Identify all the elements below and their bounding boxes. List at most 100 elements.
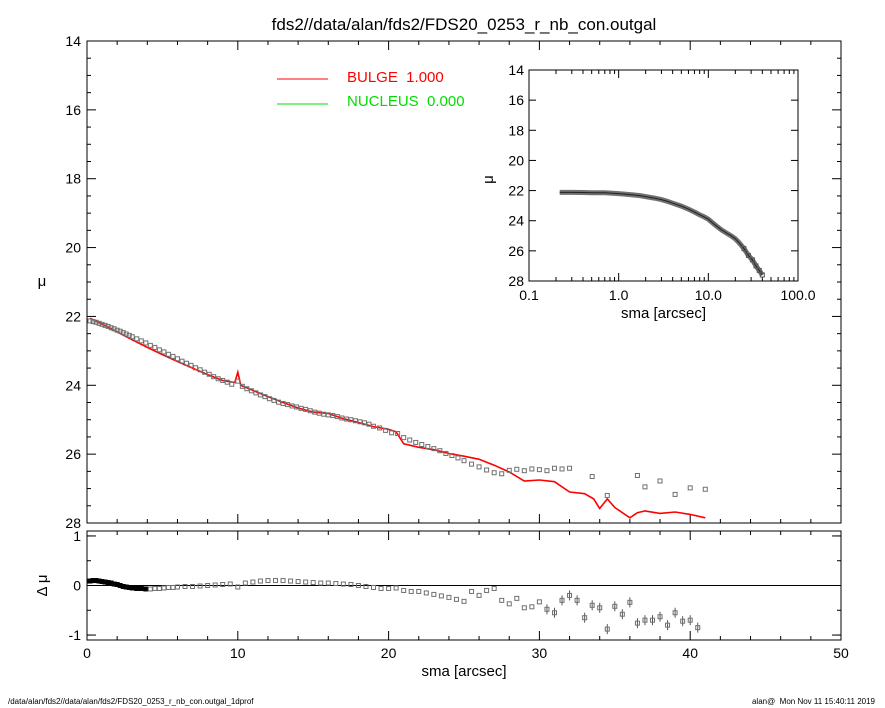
data-point (567, 465, 573, 471)
data-point (657, 478, 663, 484)
residual-point (665, 622, 671, 628)
data-point (170, 353, 176, 359)
data-point (294, 404, 300, 410)
residual-point (597, 605, 603, 611)
residual-point (265, 578, 271, 584)
residual-point (634, 620, 640, 626)
y-tick-label: 28 (508, 273, 524, 289)
residual-point (273, 578, 278, 584)
data-point (339, 415, 345, 421)
data-point (253, 390, 259, 396)
data-point (188, 362, 194, 368)
data-point (303, 406, 309, 412)
residual-point (672, 610, 678, 616)
data-point (99, 321, 105, 327)
y-tick-label: 20 (508, 152, 524, 168)
residual-point (582, 615, 588, 621)
inset-data-point (753, 263, 759, 269)
residual-point (147, 586, 153, 592)
data-point (276, 399, 282, 405)
y-tick-label: 22 (65, 308, 81, 324)
data-point (687, 485, 693, 491)
data-point (366, 421, 372, 427)
residual-point (325, 580, 331, 586)
residual-point (491, 585, 497, 591)
data-point (108, 325, 114, 331)
data-point (161, 349, 167, 355)
residual-point (484, 587, 490, 593)
residual-point (182, 583, 188, 589)
data-point (193, 365, 199, 371)
x-axis-label: sma [arcsec] (421, 663, 506, 680)
data-point (499, 471, 505, 477)
residual-point (423, 590, 429, 596)
residual-point (197, 583, 203, 589)
data-point (642, 484, 648, 490)
data-point (469, 461, 475, 467)
residual-point (514, 595, 520, 601)
residual-point (371, 584, 377, 590)
data-point (702, 486, 708, 492)
residual-point (152, 585, 158, 591)
data-point (257, 392, 263, 398)
x-tick-label: 10 (230, 645, 246, 661)
data-point (484, 467, 490, 473)
legend: BULGE 1.000 NUCLEUS 0.000 (277, 69, 465, 110)
data-point (289, 403, 295, 409)
residual-point (235, 584, 241, 590)
data-point (105, 323, 111, 329)
y-tick-label: 18 (508, 122, 524, 138)
y-tick-label: 28 (65, 515, 81, 531)
residual-point (143, 586, 149, 592)
data-point (491, 470, 497, 476)
y-axis-label: μ (480, 175, 497, 184)
residual-point (408, 588, 414, 594)
x-tick-label: 20 (381, 645, 397, 661)
residual-point (589, 602, 595, 608)
data-point (224, 379, 230, 385)
residual-point (559, 597, 565, 603)
residual-point (604, 626, 610, 632)
residual-point (227, 581, 233, 587)
residual-point (650, 617, 655, 623)
y-tick-label: 26 (65, 446, 81, 462)
legend-label-nucleus: NUCLEUS 0.000 (347, 93, 465, 110)
y-tick-label: 1 (73, 528, 81, 544)
inset-frame (528, 69, 799, 282)
inset-plot: 14 16 18 20 22 24 26 280.1 1.0 10.0 100.0 μ sma [arc… (480, 62, 816, 322)
residual-point (220, 582, 226, 588)
data-point (536, 467, 542, 473)
residual-point (574, 597, 580, 603)
residual-point (627, 599, 633, 605)
data-point (425, 444, 431, 450)
inset-data-point (759, 272, 765, 278)
data-point (248, 388, 254, 394)
residual-point (257, 578, 263, 584)
x-tick-label: 50 (833, 645, 849, 661)
data-point (179, 358, 185, 364)
data-point (262, 394, 268, 400)
data-point (389, 430, 395, 436)
residual-point (242, 580, 248, 586)
data-point (147, 342, 153, 348)
y-tick-label: 26 (508, 243, 524, 259)
residual-point (680, 618, 686, 624)
data-point (117, 328, 123, 334)
data-point (348, 417, 354, 423)
data-point (357, 419, 363, 425)
data-point (138, 338, 144, 344)
data-point (316, 410, 322, 416)
residual-point (438, 593, 444, 599)
data-point (407, 437, 413, 443)
data-point (604, 492, 610, 498)
data-point (352, 418, 358, 424)
y-tick-label: 20 (65, 240, 81, 256)
x-tick-label: 1.0 (609, 287, 629, 303)
data-point (239, 383, 245, 389)
data-point (377, 425, 383, 431)
residual-point (205, 583, 211, 588)
data-point (174, 356, 180, 362)
residual-point (469, 588, 475, 594)
data-point (514, 466, 520, 472)
